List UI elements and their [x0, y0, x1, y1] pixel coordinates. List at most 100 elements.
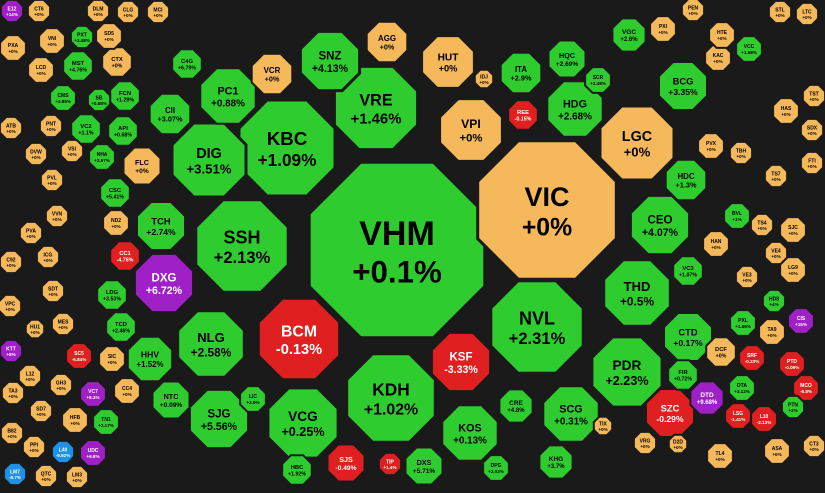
tile-shape-cc4[interactable] — [113, 377, 141, 405]
tile-shape-hdc[interactable] — [664, 158, 708, 202]
tile-kdh[interactable]: KDH +1.02% — [345, 352, 437, 444]
tile-shape-idj[interactable] — [473, 68, 495, 90]
tile-shape-ta3[interactable] — [0, 380, 26, 406]
tile-shape-fcn[interactable] — [109, 80, 141, 112]
tile-vrg[interactable]: VRG+0% — [632, 430, 658, 456]
tile-pen[interactable]: PEN+0% — [680, 0, 706, 23]
tile-shape-cc1[interactable] — [109, 240, 141, 272]
tile-shape-agg[interactable] — [365, 20, 409, 64]
tile-shape-sjc[interactable] — [779, 216, 807, 244]
tile-shape-pxa[interactable] — [0, 34, 27, 62]
tile-csc[interactable]: CSC+5.41% — [99, 177, 131, 209]
tile-ree[interactable]: REE-0.15% — [507, 99, 539, 131]
tile-shape-sjs[interactable] — [326, 443, 366, 483]
tile-shape-vpc[interactable] — [0, 293, 23, 319]
tile-api[interactable]: API+0.68% — [107, 115, 139, 147]
tile-ssh[interactable]: SSH+2.13% — [194, 198, 290, 294]
tile-shape-c4g[interactable] — [171, 48, 203, 80]
tile-shape-vrg[interactable] — [632, 430, 658, 456]
tile-shape-gh3[interactable] — [48, 372, 74, 398]
tile-cc4[interactable]: CC4+0% — [113, 377, 141, 405]
tile-shape-hqc[interactable] — [547, 39, 587, 79]
tile-shape-ts7[interactable] — [763, 163, 789, 189]
tile-has[interactable]: HAS+0% — [772, 97, 800, 125]
tile-shape-kac[interactable] — [704, 44, 732, 72]
tile-shape-dta[interactable] — [728, 374, 756, 402]
tile-ppi[interactable]: PPI+0% — [21, 434, 47, 460]
tile-sjg[interactable]: SJG+5.56% — [187, 387, 251, 451]
tile-pdr[interactable]: PDR+2.23% — [590, 335, 664, 409]
tile-ct6[interactable]: CT6+0% — [26, 0, 52, 24]
tile-shape-clg[interactable] — [115, 0, 141, 25]
tile-nd2[interactable]: ND2+0% — [102, 209, 130, 237]
tile-shape-ntc[interactable] — [151, 380, 191, 420]
tile-shape-dig[interactable] — [170, 121, 248, 199]
tile-shape-has[interactable] — [772, 97, 800, 125]
tile-sdx[interactable]: SDX+0% — [799, 117, 825, 143]
tile-b82[interactable]: B82+0% — [0, 420, 25, 446]
tile-pva[interactable]: PVA+0% — [18, 220, 44, 246]
tile-shape-bcm[interactable] — [256, 296, 342, 382]
tile-ptd[interactable]: PTD-0.09% — [778, 350, 806, 378]
tile-tch[interactable]: TCH+2.74% — [136, 201, 186, 251]
tile-tn1[interactable]: TN1+2.17% — [92, 408, 120, 436]
tile-sic[interactable]: SIC+0% — [98, 345, 126, 373]
tile-shape-ree[interactable] — [507, 99, 539, 131]
tile-ceo[interactable]: CEO+4.07% — [628, 193, 692, 257]
tile-shape-tl4[interactable] — [706, 442, 734, 470]
tile-shape-ta9[interactable] — [758, 318, 786, 346]
tile-shape-scr[interactable] — [584, 66, 612, 94]
tile-shape-ksf[interactable] — [429, 330, 493, 394]
tile-e12[interactable]: E12+14% — [0, 0, 25, 24]
tile-ltc[interactable]: LTC+0% — [794, 1, 820, 27]
tile-shape-ts4[interactable] — [749, 212, 775, 238]
tile-lgc[interactable]: LGC+0% — [598, 104, 676, 182]
tile-shape-kbc[interactable] — [237, 98, 337, 198]
tile-shape-pvx[interactable] — [697, 132, 725, 160]
tile-nvl[interactable]: NVL+2.31% — [489, 279, 585, 375]
tile-shape-kdh[interactable] — [345, 352, 437, 444]
tile-shape-lgc[interactable] — [598, 104, 676, 182]
tile-ptn[interactable]: PTN+2% — [780, 394, 806, 420]
tile-shape-vcg[interactable] — [266, 386, 340, 460]
tile-clg[interactable]: CLG+0% — [115, 0, 141, 25]
tile-shape-pen[interactable] — [680, 0, 706, 23]
tile-lg9[interactable]: LG9+0% — [779, 256, 807, 284]
tile-sdt[interactable]: SDT+0% — [40, 278, 66, 304]
tile-shape-ve3[interactable] — [734, 264, 760, 290]
tile-shape-tn1[interactable] — [92, 408, 120, 436]
tile-ctx[interactable]: CTX+0% — [101, 46, 133, 78]
tile-vre[interactable]: VRE+1.46% — [332, 64, 420, 152]
tile-shape-ve4[interactable] — [763, 240, 789, 266]
tile-kos[interactable]: KOS+0.13% — [441, 404, 499, 462]
tile-shape-ptn[interactable] — [780, 394, 806, 420]
tile-pxi[interactable]: PXI+0% — [649, 15, 677, 43]
tile-vpi[interactable]: VPI +0% — [438, 97, 504, 163]
tile-shape-lm7[interactable] — [2, 461, 28, 487]
tile-flc[interactable]: FLC+0% — [122, 146, 162, 186]
tile-shape-pnt[interactable] — [38, 113, 64, 139]
tile-shape-han[interactable] — [702, 230, 730, 258]
tile-shape-vc2[interactable] — [70, 113, 102, 145]
tile-shape-lcd[interactable] — [27, 56, 55, 84]
tile-kac[interactable]: KAC+0% — [704, 44, 732, 72]
tile-snz[interactable]: SNZ+4.13% — [298, 29, 362, 93]
tile-shape-dvw[interactable] — [23, 141, 49, 167]
tile-hd8[interactable]: HD8+4% — [761, 288, 787, 314]
tile-shape-sb[interactable] — [86, 87, 112, 113]
tile-dig[interactable]: DIG+3.51% — [170, 121, 248, 199]
tile-d2d[interactable]: D2D+0% — [667, 433, 689, 455]
tile-shape-lsg[interactable] — [724, 402, 752, 430]
tile-bvl[interactable]: BVL+1% — [723, 202, 751, 230]
tile-dxs[interactable]: DXS+5.71% — [404, 446, 444, 486]
tile-hte[interactable]: HTE+0% — [708, 21, 736, 49]
tile-kbc[interactable]: KBC+1.09% — [237, 98, 337, 198]
tile-shape-vcr[interactable] — [250, 52, 294, 96]
tile-shape-vcc[interactable] — [735, 35, 763, 63]
tile-shape-ssh[interactable] — [194, 198, 290, 294]
tile-shape-cis[interactable] — [787, 307, 815, 335]
tile-pxt[interactable]: PXT+3.48% — [69, 24, 95, 50]
tile-shape-vni[interactable] — [38, 27, 66, 55]
tile-hut[interactable]: HUT+0% — [421, 35, 475, 89]
tile-ldg[interactable]: LDG+3.53% — [96, 279, 128, 311]
